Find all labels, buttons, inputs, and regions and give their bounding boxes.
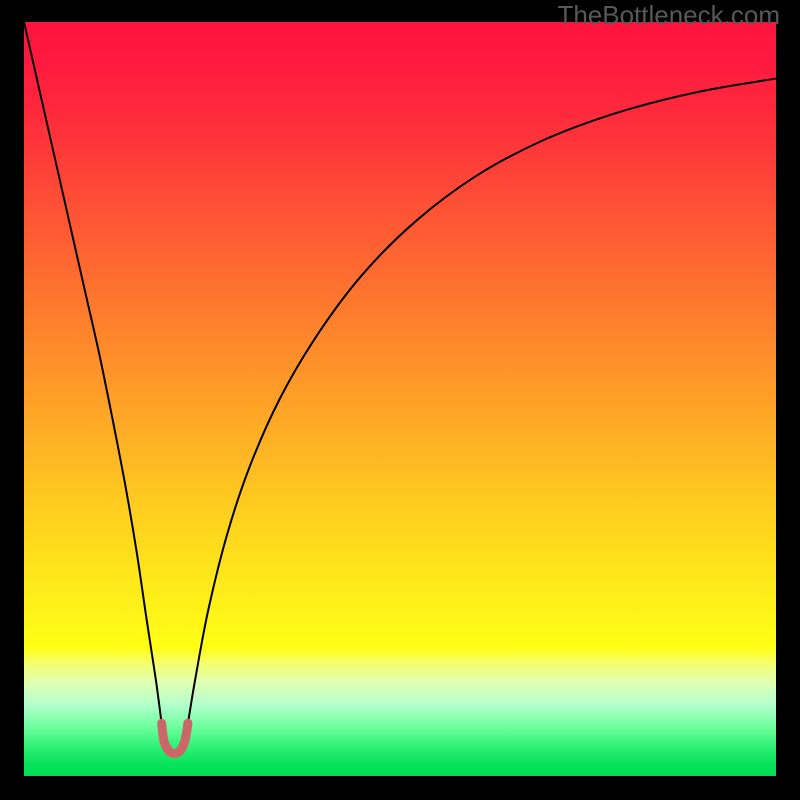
minimum-u-marker: [162, 723, 188, 753]
figure-root: TheBottleneck.com: [0, 0, 800, 800]
bottleneck-curve-right: [188, 79, 776, 724]
bottleneck-curve-left: [24, 22, 162, 723]
watermark-text: TheBottleneck.com: [557, 0, 780, 31]
curve-layer: [24, 22, 776, 776]
plot-area: [24, 22, 776, 776]
